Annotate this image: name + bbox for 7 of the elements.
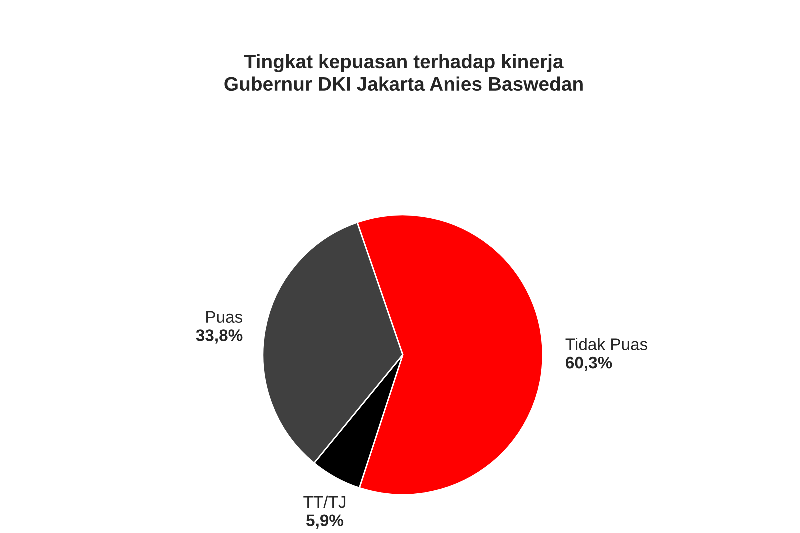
slice-label: Puas <box>206 311 243 324</box>
slice-label: TT/TJ <box>304 496 346 508</box>
data-label: 33,8% <box>196 330 243 344</box>
slice-label: Tidak Puas <box>566 338 648 350</box>
data-label: 60,3% <box>566 356 612 372</box>
chart-title: Tingkat kepuasan terhadap kinerja Gubernur DKI Jakarta Anies Baswedan <box>224 54 583 92</box>
data-label: 5,9% <box>306 514 344 529</box>
